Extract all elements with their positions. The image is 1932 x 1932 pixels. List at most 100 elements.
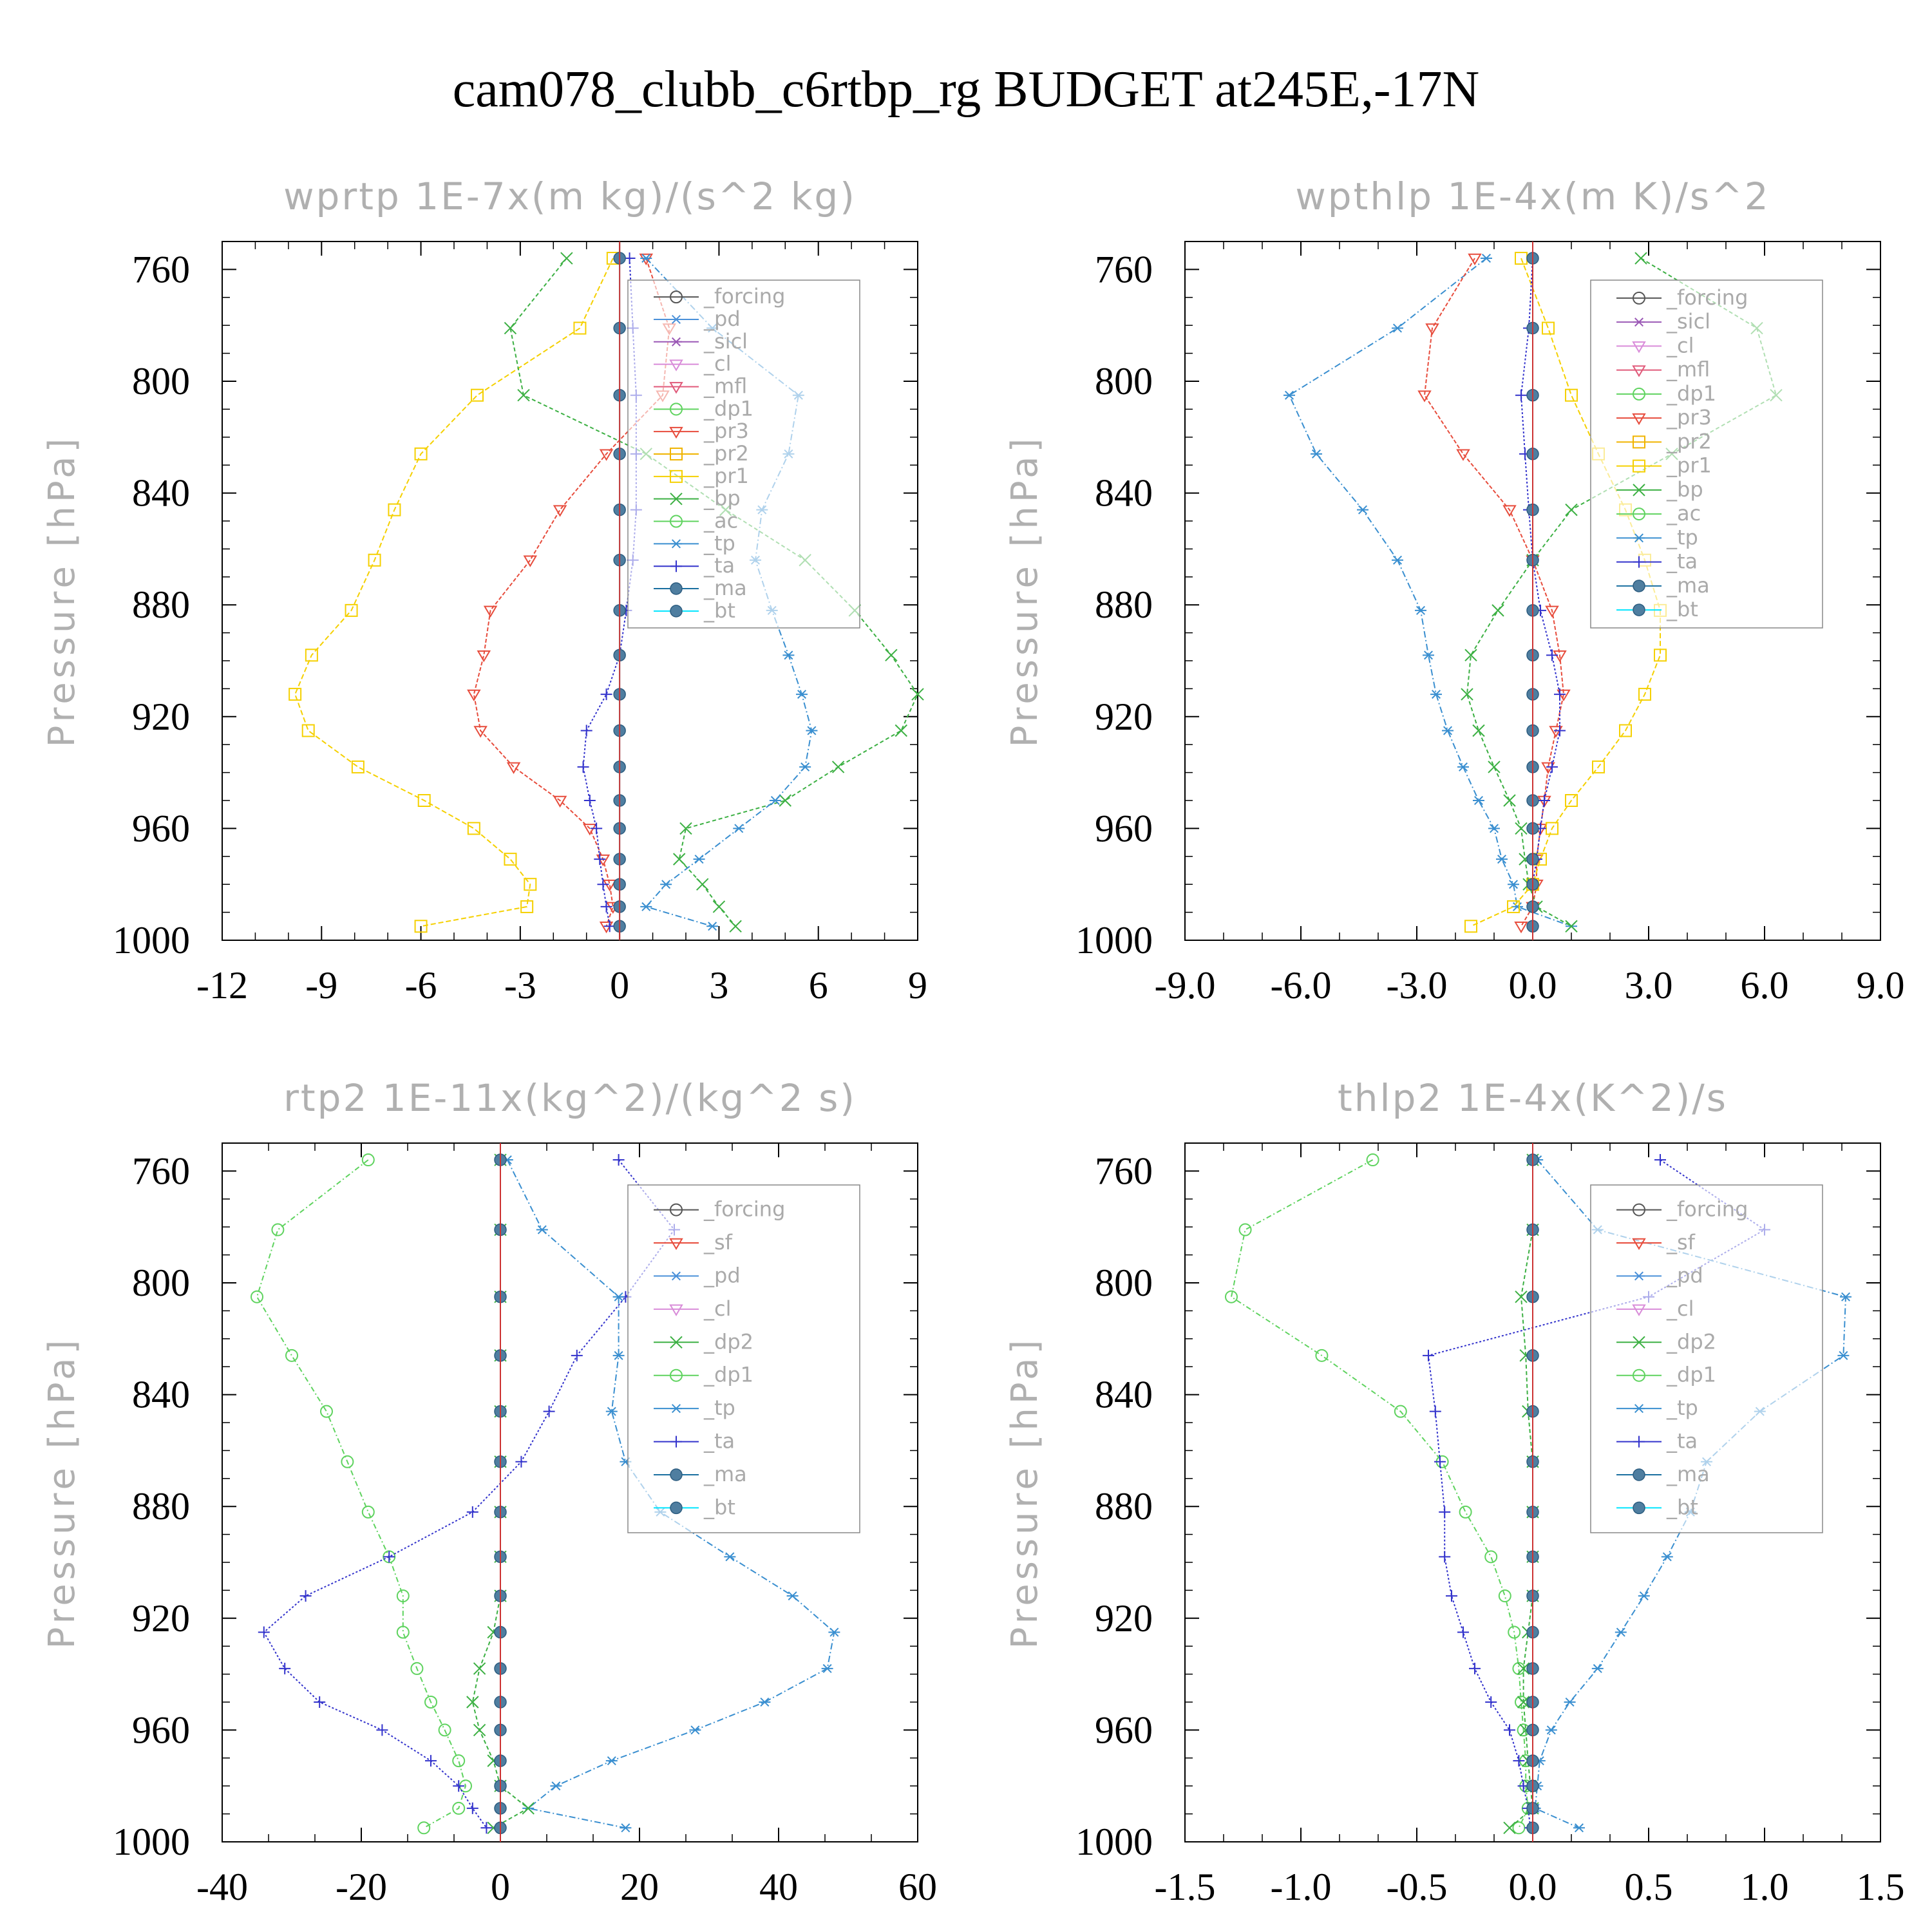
legend-marker: [669, 1304, 683, 1316]
legend-label: _ac: [1666, 501, 1701, 526]
x-tick-label: -20: [336, 1866, 387, 1908]
data-point: [712, 900, 726, 913]
legend-label: _cl: [1666, 1296, 1694, 1321]
y-tick-label: 960: [1095, 807, 1153, 849]
data-point: [414, 447, 428, 460]
data-point: [506, 762, 521, 774]
data-point: [612, 1154, 625, 1166]
legend-label: _ma: [703, 1462, 747, 1486]
series-line: [294, 258, 614, 927]
legend-label: _forcing: [1666, 1197, 1748, 1222]
data-point: [515, 1455, 527, 1468]
data-point: [417, 1821, 431, 1835]
data-point: [376, 1724, 388, 1736]
data-point: [1564, 1697, 1576, 1707]
data-point: [573, 321, 587, 335]
data-point: [1442, 726, 1454, 735]
data-point: [1507, 900, 1520, 913]
data-point: [1496, 855, 1508, 864]
data-point: [1837, 1350, 1850, 1360]
x-tick-label: 0: [610, 964, 629, 1007]
legend-label: _pr1: [703, 464, 749, 488]
series-line: [1509, 1160, 1534, 1829]
legend-marker: [670, 605, 683, 618]
data-point: [583, 795, 596, 806]
data-point: [821, 1663, 833, 1673]
legend-label: _bt: [1666, 597, 1698, 621]
x-tick-label: 9: [908, 964, 927, 1007]
legend-marker: [1633, 1501, 1645, 1515]
data-point: [895, 724, 907, 737]
y-tick-label: 1000: [1075, 919, 1153, 961]
data-point: [1423, 1349, 1434, 1361]
data-point: [1573, 1823, 1585, 1833]
legend-marker: [1633, 435, 1645, 449]
data-point: [660, 880, 672, 889]
legend-label: _dp1: [703, 396, 753, 421]
y-axis-label: Pressure [hPa]: [41, 435, 83, 748]
data-point: [383, 1551, 395, 1563]
data-point: [1638, 688, 1651, 701]
data-point: [417, 794, 431, 807]
data-point: [279, 1662, 291, 1674]
y-tick-label: 880: [132, 583, 190, 626]
data-point: [1459, 1505, 1472, 1519]
x-tick-label: 20: [620, 1866, 659, 1908]
data-point: [345, 603, 358, 617]
data-point: [1425, 323, 1439, 336]
data-point: [591, 822, 603, 835]
legend-label: _forcing: [1666, 285, 1748, 310]
data-point: [1619, 724, 1632, 737]
legend-label: _ta: [1666, 1429, 1698, 1454]
legend-label: _tp: [1666, 1396, 1698, 1420]
x-tick-label: 3: [709, 964, 728, 1007]
y-tick-label: 920: [1095, 696, 1153, 738]
data-point: [1238, 1223, 1252, 1236]
legend-marker: [670, 1203, 683, 1217]
legend-marker: [669, 426, 683, 439]
x-tick-label: 3.0: [1625, 964, 1673, 1007]
data-point: [1508, 880, 1519, 889]
data-point: [1512, 1662, 1526, 1675]
data-point: [828, 1627, 840, 1637]
data-point: [1557, 689, 1571, 702]
data-point: [706, 922, 719, 931]
x-tick-label: -0.5: [1387, 1866, 1448, 1908]
data-point: [1546, 761, 1558, 773]
legend-marker: [670, 314, 682, 324]
data-point: [1515, 389, 1527, 401]
data-point: [1508, 1625, 1521, 1639]
data-point: [1464, 920, 1477, 933]
legend-marker: [1633, 603, 1645, 616]
data-point: [1541, 762, 1555, 774]
x-tick-label: -3.0: [1387, 964, 1448, 1007]
data-point: [517, 388, 530, 402]
data-point: [689, 1725, 701, 1735]
legend-marker: [1632, 413, 1646, 426]
y-tick-label: 800: [1095, 360, 1153, 402]
data-point: [1504, 1724, 1515, 1736]
data-point: [759, 1697, 771, 1707]
series-line: [509, 258, 919, 927]
data-point: [471, 388, 484, 402]
data-point: [1484, 1550, 1498, 1564]
legend-label: _mfl: [703, 374, 747, 398]
y-tick-label: 840: [1095, 1374, 1153, 1416]
y-tick-label: 840: [1095, 472, 1153, 515]
panel-title: thlp2 1E-4x(K^2)/s: [1338, 1076, 1728, 1120]
data-point: [602, 879, 617, 892]
legend-marker: [1632, 1304, 1646, 1316]
data-point: [1515, 1290, 1528, 1303]
legend-label: _ac: [703, 509, 738, 533]
data-point: [1430, 690, 1442, 699]
legend: _forcing_pd_sicl_cl_mfl_dp1_pr3_pr2_pr1_…: [627, 279, 860, 629]
data-point: [425, 1755, 437, 1767]
data-point: [1840, 1292, 1852, 1302]
legend-marker: [670, 402, 683, 416]
data-point: [729, 920, 742, 933]
data-point: [1615, 1627, 1627, 1637]
data-point: [351, 760, 365, 773]
legend-label: _tp: [1666, 525, 1698, 549]
data-point: [553, 505, 567, 517]
data-point: [1456, 449, 1470, 461]
